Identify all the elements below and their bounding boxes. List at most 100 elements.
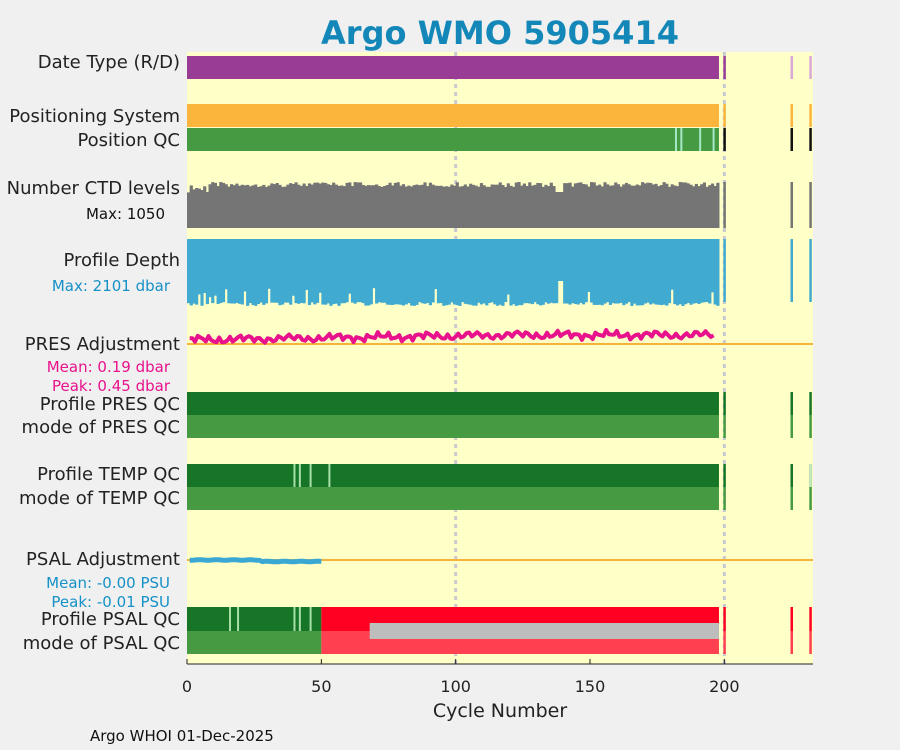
temp-qc-light-42 [298,464,301,487]
profile-depth-bar [216,239,220,304]
profile-depth-bar [649,239,653,305]
ctd-levels-bar [275,183,279,228]
profile-depth-bar [447,239,451,305]
row-label: mode of PRES QC [22,417,180,438]
profile-depth-bar [399,239,403,305]
ctd-levels-bar [318,183,322,228]
profile-depth-bar [681,239,685,306]
profile-depth-bar [506,239,510,295]
profile-depth-bar [678,239,682,305]
pres-mean-note: Mean: 0.19 dbar [47,358,171,376]
profile-depth-bar [302,239,306,304]
profile-depth-bar [324,239,328,305]
extra-cycle-bar-200 [723,128,726,151]
ctd-levels-bar [235,183,239,228]
profile-depth-bar [345,239,349,303]
ctd-levels-bar [401,184,406,228]
ctd-levels-bar [678,182,682,228]
profile-depth-bar [565,239,570,304]
ctd-levels-bar [450,184,454,228]
ctd-levels-bar [211,182,215,228]
profile-depth-bar [713,239,717,305]
ctd-levels-bar [187,192,191,228]
profile-depth-bar [189,239,193,306]
row-label: PRES Adjustment [25,334,180,355]
profile-depth-bar [463,239,467,304]
profile-depth-bar [315,239,320,303]
profile-depth-bar [297,239,301,304]
ctd-levels-bar [216,186,220,228]
profile-depth-bar [608,239,612,305]
psal-adjustment-series [189,557,322,565]
extra-cycle-bar-200 [723,464,726,487]
profile-depth-bar [587,239,591,292]
ctd-levels-bar [358,182,363,228]
qc-bar-row-9 [187,487,719,510]
ctd-levels-bar [189,185,193,228]
profile-depth-bar [205,239,209,305]
profile-depth-bar [221,239,226,303]
ctd-levels-bar [568,182,572,228]
ctd-levels-bar [517,182,521,228]
profile-depth-bar [630,239,634,306]
extra-cycle-bar-200 [723,239,726,302]
ctd-levels-bar [302,183,306,228]
profile-depth-bar [332,239,336,305]
profile-depth-bar [495,239,500,306]
ctd-levels-bar [495,184,500,228]
ctd-levels-bar [466,186,470,228]
profile-depth-bar [525,239,529,304]
profile-depth-bar [409,239,414,306]
ctd-levels-bar [444,186,449,228]
ctd-levels-bar [697,186,701,228]
profile-depth-bar [665,239,669,306]
profile-depth-bar [555,239,559,304]
ctd-levels-bar [584,184,588,228]
profile-depth-bar [710,239,715,293]
ctd-levels-bar [361,184,365,228]
psal-qc-light-16 [228,607,231,631]
ctd-levels-bar [240,184,244,228]
profile-depth-bar [716,239,720,306]
ctd-levels-bar [332,182,336,228]
profile-depth-bar [289,239,293,305]
profile-depth-bar [477,239,481,303]
ctd-levels-bar [611,185,615,228]
profile-depth-bar [536,239,540,305]
ctd-levels-bar [434,185,438,228]
ctd-levels-bar [272,184,277,228]
profile-depth-bar [611,239,615,304]
position-qc-light-184 [680,128,683,151]
positioning-system-bar [187,104,719,127]
ctd-levels-bar [388,182,392,228]
ctd-levels-bar [219,182,223,228]
extra-cycle-bar-225 [790,104,794,127]
profile-depth-bar [329,239,333,306]
profile-depth-bar [342,239,347,304]
ctd-levels-bar [447,186,451,228]
ctd-levels-bar [643,183,647,228]
profile-depth-bar [259,239,263,303]
ctd-levels-bar [259,186,263,228]
ctd-max-note: Max: 1050 [86,205,165,223]
row-label: PSAL Adjustment [26,549,180,570]
ctd-levels-bar [251,185,255,228]
row-label: Profile PSAL QC [41,609,180,630]
profile-depth-bar [560,239,564,281]
ctd-levels-bar [549,182,553,228]
ctd-levels-bar [418,185,422,228]
profile-depth-bar [299,239,304,303]
ctd-levels-bar [477,186,481,228]
ctd-levels-bar [254,184,258,228]
ctd-levels-bar [654,183,658,228]
profile-depth-bar [254,239,258,306]
ctd-levels-bar [485,186,489,228]
profile-depth-bar [337,239,341,306]
extra-cycle-bar-200 [723,182,726,228]
ctd-levels-bar [229,184,234,228]
psal-qc-extra-225 [790,607,794,631]
depth-max-note: Max: 2101 dbar [52,277,171,295]
date-type-extra-225 [790,56,794,79]
x-tick-label: 0 [182,677,192,696]
ctd-levels-bar [692,186,696,228]
